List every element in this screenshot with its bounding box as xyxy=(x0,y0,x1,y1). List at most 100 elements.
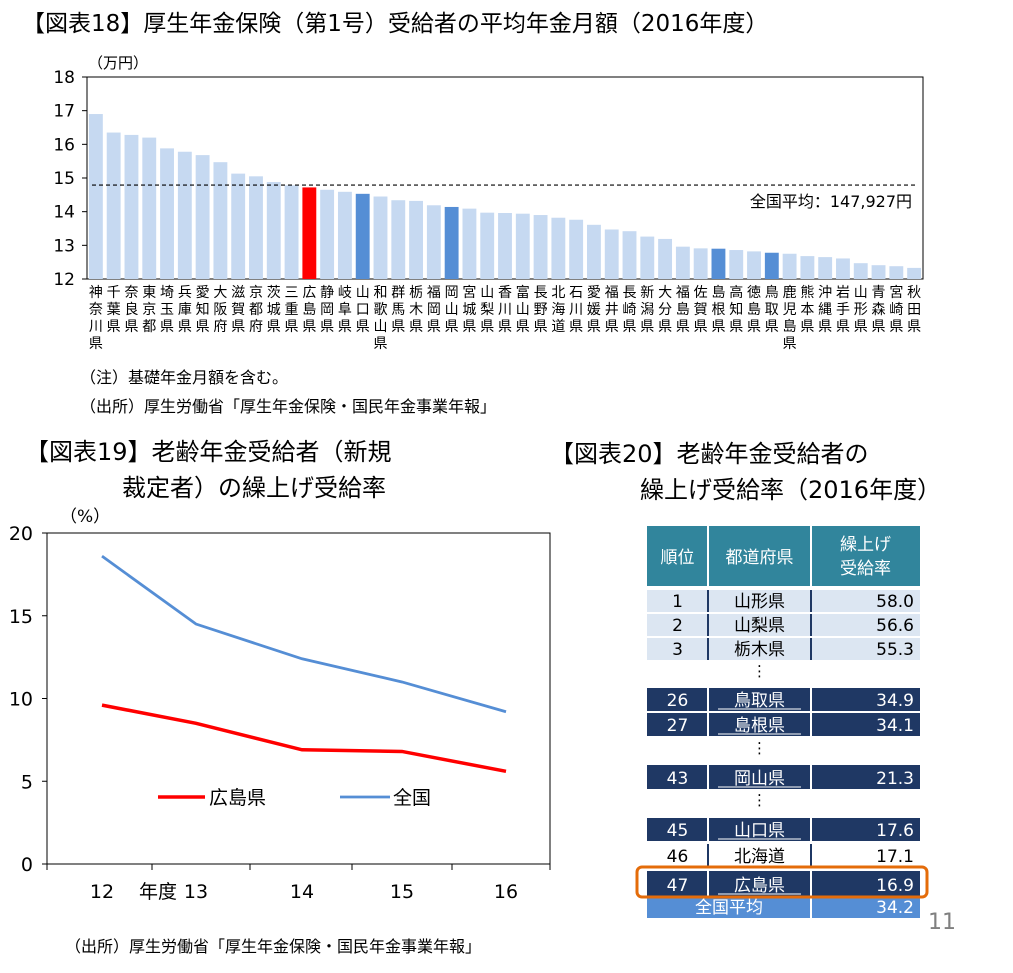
fig18-xtick-label: 茨城県 xyxy=(267,285,281,335)
fig18-bar xyxy=(569,219,584,279)
fig19-ytick-label: 20 xyxy=(9,523,33,545)
fig18-xtick-label: 神奈川県 xyxy=(89,285,103,352)
fig20-rate-cell: 21.3 xyxy=(876,769,914,789)
fig18-xtick-label: 徳島県 xyxy=(747,285,761,335)
fig18-xtick-label: 新潟県 xyxy=(640,285,654,335)
fig18-xtick-label: 岐阜県 xyxy=(338,285,352,335)
fig19-xtick-label: 13 xyxy=(184,881,208,903)
fig18-bar xyxy=(320,189,335,279)
fig18-bar xyxy=(337,191,352,279)
fig18-bar xyxy=(444,206,459,279)
fig18-xtick-label: 静岡県 xyxy=(320,285,334,335)
fig19-xtick-label: 14 xyxy=(290,881,314,903)
fig20-national-label: 全国平均 xyxy=(695,898,763,918)
fig18-bar xyxy=(409,200,424,279)
fig18-xtick-label: 島根県 xyxy=(711,285,725,335)
fig20-row-bg xyxy=(647,897,920,918)
fig20-rank-cell: 46 xyxy=(667,847,689,867)
fig18-ytick-label: 15 xyxy=(53,169,75,189)
fig18-bar xyxy=(675,246,690,279)
fig18-xtick-label: 山梨県 xyxy=(480,285,494,335)
fig18-bar xyxy=(195,155,210,279)
fig18-ytick-label: 13 xyxy=(53,236,75,256)
fig18-bar xyxy=(249,176,263,279)
fig18-xtick-label: 秋田県 xyxy=(907,285,921,335)
fig20-ellipsis: ⋮ xyxy=(752,739,767,757)
fig18-xtick-label: 群馬県 xyxy=(391,285,405,335)
fig20-pref-cell: 山口県 xyxy=(734,821,785,841)
fig18-bar xyxy=(818,257,833,279)
fig20-rate-cell: 34.2 xyxy=(876,898,914,918)
fig20-pref-cell: 広島県 xyxy=(734,876,785,896)
fig20-header-rank: 順位 xyxy=(661,548,695,568)
fig18-bar xyxy=(498,213,512,279)
fig18-bar xyxy=(729,250,744,279)
fig18-bar xyxy=(853,263,868,279)
fig18-bar xyxy=(515,213,530,279)
fig18-xtick-label: 宮城県 xyxy=(462,285,476,335)
fig19-chart-wrap: （%） 0 5 10 15 20 12 13 14 15 16 年度 広島県 全国 xyxy=(9,507,551,903)
fig18-chart-wrap: （万円） 12 13 14 15 16 17 18 神奈川県 千葉県 奈良県 東京都 埼玉県 兵庫県 愛知県… xyxy=(0,0,1013,374)
fig18-average-label: 全国平均：147,927円 xyxy=(750,192,912,211)
fig18-xtick-label: 佐賀県 xyxy=(694,285,708,335)
fig18-bar xyxy=(480,212,495,279)
fig18-bar xyxy=(284,185,299,279)
fig20-rate-cell: 55.3 xyxy=(876,640,914,660)
fig19-plot-frame xyxy=(46,532,551,865)
fig18-bar xyxy=(871,265,886,279)
fig18-bar xyxy=(711,248,726,279)
fig18-note: （注）基礎年金月額を含む。 xyxy=(80,368,289,387)
fig20-row-bg xyxy=(647,713,920,736)
fig18-xtick-label: 高知県 xyxy=(729,284,743,335)
fig18-xtick-label: 和歌山県 xyxy=(373,285,387,352)
fig20-header-pref: 都道府県 xyxy=(726,548,794,568)
fig20-row-bg xyxy=(647,818,920,841)
fig18-bar xyxy=(640,236,655,279)
fig18-bar xyxy=(266,182,281,279)
fig20-pref-cell: 北海道 xyxy=(734,847,785,867)
fig19-series-national xyxy=(101,555,507,714)
fig18-bar xyxy=(836,258,850,279)
fig18-ytick-label: 18 xyxy=(53,68,75,88)
fig20-row-bg xyxy=(647,765,920,789)
fig18-xtick-label: 鳥取県 xyxy=(765,285,779,335)
fig18-bar xyxy=(213,162,228,279)
fig19-ytick-label: 15 xyxy=(9,606,33,628)
fig20-hiroshima-highlight xyxy=(635,865,929,899)
fig18-bar xyxy=(800,256,815,279)
fig18-xtick-label: 栃木県 xyxy=(409,285,423,335)
fig18-bar xyxy=(462,208,477,279)
fig20-rank-cell: 27 xyxy=(667,716,689,736)
fig20-pref-cell: 島根県 xyxy=(734,716,785,736)
fig18-bar xyxy=(426,205,441,279)
fig20-header-rate-line2: 受給率 xyxy=(840,559,891,579)
fig19-legend-hiroshima: 広島県 xyxy=(209,787,266,809)
fig18-xtick-label: 大阪府 xyxy=(213,285,227,335)
fig18-bar xyxy=(373,196,388,279)
fig20-rank-cell: 3 xyxy=(672,640,683,660)
fig18-bar xyxy=(88,114,103,280)
fig18-xtick-label: 愛知県 xyxy=(196,285,210,335)
fig18-xtick-label: 奈良県 xyxy=(124,285,138,335)
fig18-xtick-label: 東京都 xyxy=(142,285,156,335)
fig20-pref-cell: 山梨県 xyxy=(734,616,785,636)
fig18-bar xyxy=(106,132,121,279)
fig18-xtick-label: 兵庫県 xyxy=(178,285,192,335)
fig18-xtick-label: 鹿児島県 xyxy=(783,284,797,352)
fig19-unit-label: （%） xyxy=(60,507,110,527)
fig18-xtick-label: 長崎県 xyxy=(623,285,637,335)
fig18-xtick-label: 三重県 xyxy=(285,285,299,335)
fig19-legend-national: 全国 xyxy=(393,787,431,809)
fig20-header-bg xyxy=(647,526,920,586)
fig20-rank-cell: 45 xyxy=(667,821,689,841)
fig18-bar xyxy=(231,173,246,279)
fig19-source: （出所）厚生労働省「厚生年金保険・国民年金事業年報」 xyxy=(65,937,482,956)
fig18-bar xyxy=(391,200,406,279)
fig18-bar xyxy=(586,224,601,279)
fig20-rank-cell: 2 xyxy=(672,616,683,636)
fig18-bar xyxy=(747,251,761,279)
fig18-xtick-label: 青森県 xyxy=(872,285,886,335)
fig20-row-bg xyxy=(647,614,920,636)
fig20-pref-cell: 鳥取県 xyxy=(734,691,785,711)
